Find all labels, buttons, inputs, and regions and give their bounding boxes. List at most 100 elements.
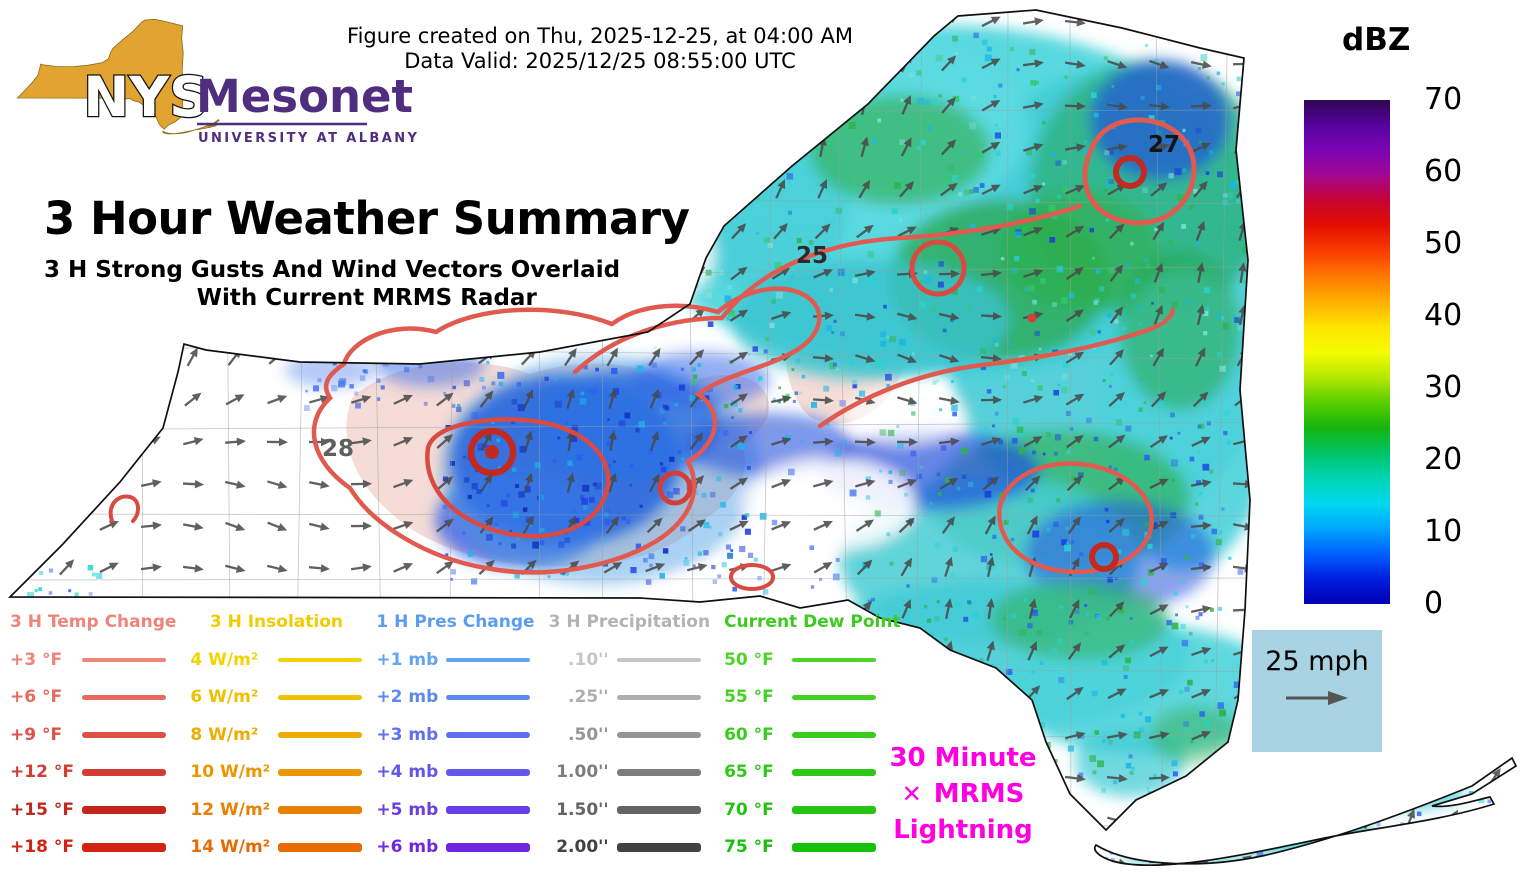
legend-row: +18 °F (10, 829, 176, 867)
legend-row: 6 W/m² (190, 679, 363, 717)
legend-column-title: 3 H Precipitation (548, 612, 711, 632)
legend-line-swatch (82, 694, 166, 700)
legend-row-label: +3 mb (376, 724, 439, 745)
legend-row: .10'' (549, 641, 711, 679)
legend-row-label: +6 mb (376, 837, 439, 858)
legend-row-label: 8 W/m² (190, 724, 259, 745)
lightning-mrms-label: MRMS (933, 779, 1025, 809)
legend-row-label: +18 °F (10, 837, 74, 858)
nys-mesonet-logo: NYS Mesonet UNIVERSITY AT ALBANY (16, 18, 419, 146)
legend-column-title: Current Dew Point (724, 612, 901, 632)
legend-line-swatch (446, 694, 531, 700)
legend-row: +3 mb (376, 716, 534, 754)
legend-row-label: +2 mb (376, 687, 439, 708)
legend-line-swatch (792, 842, 877, 852)
legend-line-swatch (278, 805, 363, 814)
legend-row-label: 4 W/m² (190, 649, 259, 670)
legend-line-swatch (616, 731, 701, 738)
legend-row-label: 60 °F (724, 724, 774, 745)
logo-name: Mesonet (196, 70, 413, 123)
legend-row-label: 14 W/m² (190, 837, 271, 858)
contour-label: 27 (1148, 132, 1180, 158)
legend-line-swatch (82, 731, 166, 738)
legend-row: +2 mb (376, 679, 534, 717)
legend-row: 1.00'' (549, 754, 711, 792)
legend-row-label: 75 °F (724, 837, 774, 858)
legend-row: +5 mb (376, 791, 534, 829)
legend-line-swatch (278, 768, 363, 776)
legend-row: +6 °F (10, 679, 176, 717)
legend-row: 14 W/m² (190, 829, 363, 867)
legend-row-label: 1.00'' (556, 762, 609, 783)
page-subtitle-line2: With Current MRMS Radar (196, 285, 537, 311)
legend-row-label: 12 W/m² (190, 799, 271, 820)
lightning-x-marker-icon: ✕ (901, 780, 922, 808)
legend-row: 65 °F (724, 754, 900, 792)
logo-university: UNIVERSITY AT ALBANY (198, 131, 419, 146)
legend-line-swatch (616, 657, 701, 662)
lightning-line1: 30 Minute (889, 743, 1037, 773)
legend-line-swatch (792, 731, 877, 738)
contour-label: 25 (796, 243, 828, 269)
legend-row: 60 °F (724, 716, 900, 754)
legend-line-swatch (446, 768, 531, 776)
legend-line-swatch (616, 768, 701, 776)
legend-row: 8 W/m² (190, 716, 363, 754)
legend-row-label: 70 °F (724, 799, 774, 820)
legend-row-label: +6 °F (10, 687, 63, 708)
legend-line-swatch (446, 731, 531, 738)
legend-row: 50 °F (724, 641, 900, 679)
legend-row-label: 50 °F (724, 649, 774, 670)
legend-row-label: +3 °F (10, 649, 63, 670)
legend-column-title: 3 H Insolation (209, 612, 343, 632)
legend-line-swatch (792, 657, 877, 662)
legend-row: .25'' (549, 679, 711, 717)
legend-row-label: +9 °F (10, 724, 63, 745)
legend-row-label: 6 W/m² (190, 687, 259, 708)
data-valid-line: Data Valid: 2025/12/25 08:55:00 UTC (404, 49, 796, 73)
legend-row: 10 W/m² (190, 754, 363, 792)
legend-row: 4 W/m² (190, 641, 363, 679)
legend-column-1: 3 H Insolation 4 W/m² 6 W/m² 8 W/m² 10 W/m² 1… (190, 612, 363, 867)
legend-line-swatch (616, 694, 701, 700)
page-subtitle-line1: 3 H Strong Gusts And Wind Vectors Overla… (44, 257, 621, 283)
legend-line-swatch (446, 805, 531, 814)
legend-row: +1 mb (376, 641, 534, 679)
legend-line-swatch (82, 805, 166, 814)
legend-column-title: 3 H Temp Change (10, 612, 177, 632)
legend-panel: 3 H Temp Change +3 °F +6 °F +9 °F +12 °F +15 … (10, 612, 901, 866)
legend-row-label: +5 mb (376, 799, 439, 820)
legend-row-label: +15 °F (10, 799, 74, 820)
legend-row: +9 °F (10, 716, 176, 754)
legend-line-swatch (792, 805, 877, 814)
legend-row: 70 °F (724, 791, 900, 829)
legend-line-swatch (278, 657, 363, 662)
lightning-line2: ✕ MRMS (868, 776, 1058, 812)
legend-row-label: 1.50'' (556, 799, 609, 820)
legend-row: +3 °F (10, 641, 176, 679)
legend-column-title: 1 H Pres Change (376, 612, 535, 632)
legend-row: 12 W/m² (190, 791, 363, 829)
contour-labels: 27 25 28 (322, 132, 1180, 462)
legend-row-label: .10'' (568, 649, 609, 670)
legend-row-label: +1 mb (376, 649, 439, 670)
logo-acronym: NYS (83, 65, 208, 129)
legend-column-0: 3 H Temp Change +3 °F +6 °F +9 °F +12 °F +15 … (10, 612, 176, 866)
figure-created-line: Figure created on Thu, 2025-12-25, at 04… (347, 24, 853, 48)
legend-line-swatch (616, 842, 701, 852)
legend-line-swatch (278, 731, 363, 738)
legend-row: 1.50'' (549, 791, 711, 829)
legend-column-2: 1 H Pres Change +1 mb +2 mb +3 mb +4 mb +5 mb… (376, 612, 534, 866)
wind-scale-label: 25 mph (1265, 646, 1369, 677)
legend-row-label: 2.00'' (556, 837, 609, 858)
legend-column-3: 3 H Precipitation .10'' .25'' .50'' 1.00'' 1.… (549, 612, 711, 866)
legend-row-label: +4 mb (376, 762, 439, 783)
legend-line-swatch (446, 842, 531, 852)
colorbar-title: dBZ (1342, 22, 1411, 58)
legend-line-swatch (792, 768, 877, 776)
legend-line-swatch (82, 768, 166, 776)
legend-line-swatch (278, 842, 363, 852)
lightning-legend: 30 Minute ✕ MRMS Lightning (868, 740, 1058, 848)
legend-row: 55 °F (724, 679, 900, 717)
